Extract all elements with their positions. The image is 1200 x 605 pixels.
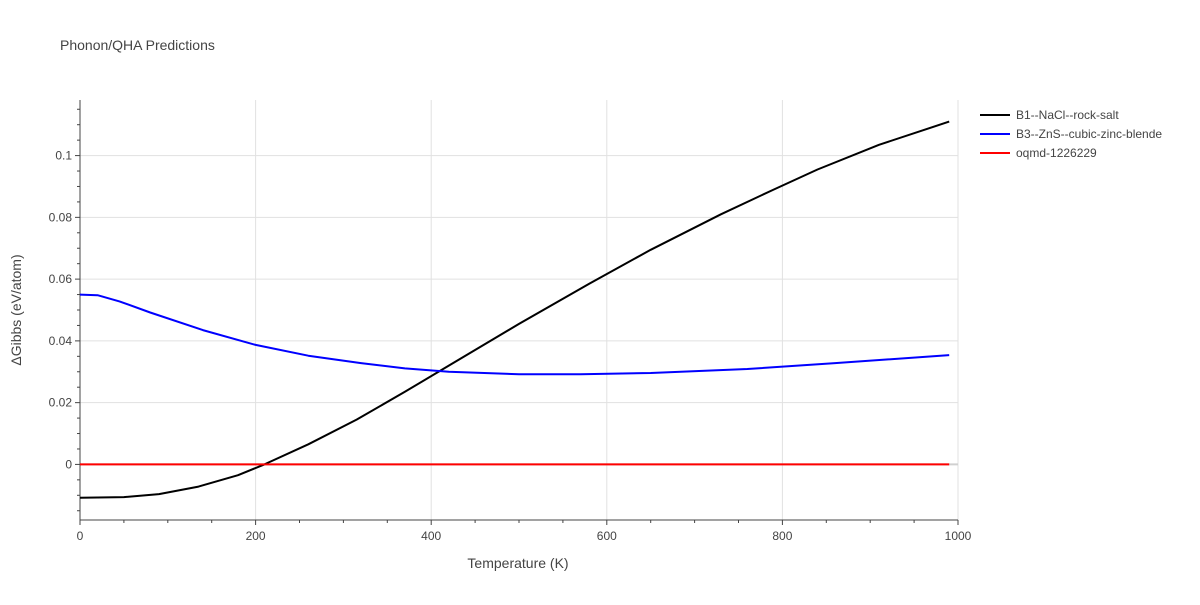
y-tick-label: 0.04 [49,334,73,348]
chart-title: Phonon/QHA Predictions [60,37,215,53]
x-tick-label: 0 [77,529,84,543]
series-line-1[interactable] [79,293,950,376]
axes: 0 200 400 600 800 1000 0 0.02 0.04 0.06 0.08 0.1 [49,100,972,543]
y-tick-label: 0.08 [49,210,73,224]
legend-label: B3--ZnS--cubic-zinc-blende [1016,127,1162,141]
legend-label: oqmd-1226229 [1016,146,1097,160]
y-tick-label: 0.1 [55,149,72,163]
x-tick-label: 800 [772,529,792,543]
x-tick-label: 400 [421,529,441,543]
y-tick-label: 0 [65,457,72,471]
x-tick-label: 600 [597,529,617,543]
y-axis-title: ΔGibbs (eV/atom) [8,254,24,365]
series-line-0[interactable] [79,120,950,499]
legend-item-1[interactable]: B3--ZnS--cubic-zinc-blende [980,127,1162,141]
x-tick-label: 1000 [945,529,972,543]
y-tick-label: 0.02 [49,396,73,410]
series-layer [79,120,950,499]
x-tick-label: 200 [246,529,266,543]
legend-item-0[interactable]: B1--NaCl--rock-salt [980,108,1119,122]
legend-label: B1--NaCl--rock-salt [1016,108,1119,122]
x-axis-title: Temperature (K) [467,555,568,571]
grid-lines [80,100,959,520]
legend-item-2[interactable]: oqmd-1226229 [980,146,1097,160]
legend[interactable]: B1--NaCl--rock-salt B3--ZnS--cubic-zinc-b… [980,108,1162,160]
y-tick-label: 0.06 [49,272,73,286]
